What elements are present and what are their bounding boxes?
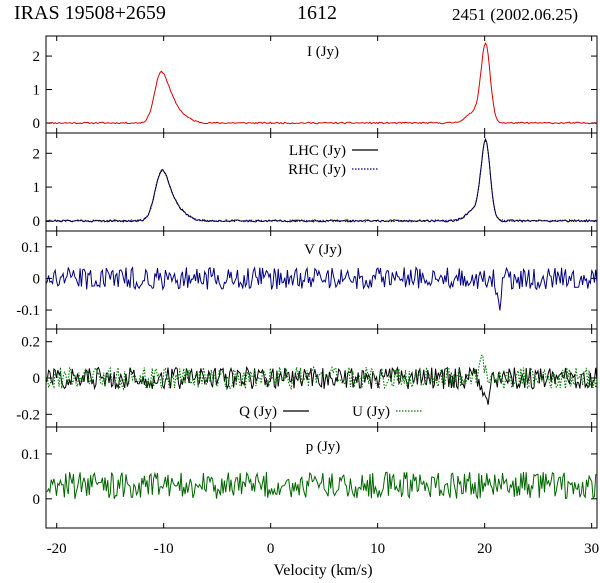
x-tick-label: -20 bbox=[47, 541, 67, 557]
x-tick-label: 0 bbox=[267, 541, 275, 557]
y-tick-label: 0 bbox=[33, 492, 41, 508]
series-line-v bbox=[45, 265, 598, 311]
y-tick-label: 2 bbox=[33, 146, 41, 162]
y-tick-label: 2 bbox=[33, 49, 41, 65]
legend-q-label: Q (Jy) bbox=[239, 404, 277, 420]
series-line-u bbox=[45, 354, 598, 391]
y-tick-label: 1 bbox=[33, 83, 41, 99]
series-line-rhc bbox=[45, 138, 598, 223]
panel-v-title: V (Jy) bbox=[304, 242, 342, 258]
panel-i-title: I (Jy) bbox=[307, 44, 339, 60]
series-line-q bbox=[45, 365, 598, 405]
y-tick-label: 0 bbox=[33, 271, 41, 287]
x-tick-label: 20 bbox=[477, 541, 492, 557]
y-tick-label: 0 bbox=[33, 116, 41, 132]
y-tick-label: 0.1 bbox=[21, 447, 40, 463]
x-tick-label: -10 bbox=[154, 541, 174, 557]
panel-p-title: p (Jy) bbox=[306, 439, 341, 455]
y-tick-label: 1 bbox=[33, 180, 41, 196]
x-tick-label: 10 bbox=[370, 541, 385, 557]
y-tick-label: 0 bbox=[33, 371, 41, 387]
series-line-p bbox=[45, 471, 598, 500]
series-line-lhc bbox=[45, 137, 598, 223]
y-tick-label: 0.1 bbox=[21, 240, 40, 256]
source-name: IRAS 19508+2659 bbox=[14, 2, 166, 24]
series-line-i bbox=[46, 42, 598, 125]
legend-u-label: U (Jy) bbox=[352, 404, 390, 420]
line-frequency: 1612 bbox=[297, 2, 337, 24]
y-tick-label: 0.2 bbox=[21, 335, 40, 351]
y-tick-label: -0.1 bbox=[16, 303, 40, 319]
x-axis-label: Velocity (km/s) bbox=[273, 562, 372, 579]
x-tick-label: 30 bbox=[584, 541, 599, 557]
legend-rhc-label: RHC (Jy) bbox=[288, 162, 346, 178]
y-tick-label: -0.2 bbox=[16, 407, 40, 423]
observation-epoch: 2451 (2002.06.25) bbox=[452, 5, 579, 24]
y-tick-label: 0 bbox=[33, 214, 41, 230]
legend-lhc-label: LHC (Jy) bbox=[289, 143, 346, 159]
